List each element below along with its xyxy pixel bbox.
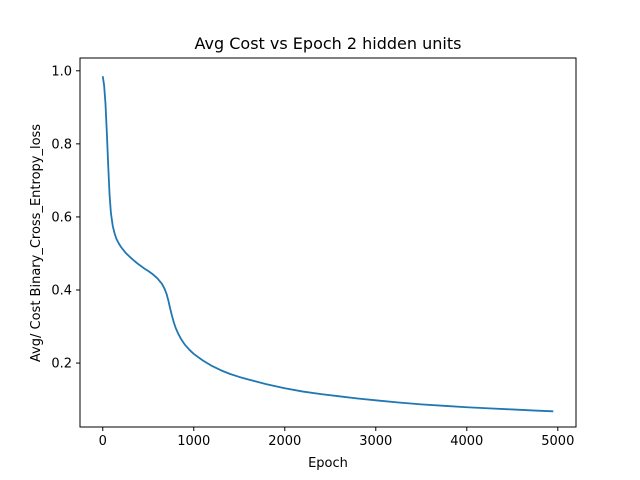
x-tick-label: 3000 xyxy=(359,434,392,449)
plot-frame xyxy=(79,57,577,428)
y-tick-label: 0.2 xyxy=(51,357,72,372)
y-tick-label: 0.4 xyxy=(51,283,72,298)
y-axis-ticks: 0.2 0.4 0.6 0.8 1.0 xyxy=(51,64,80,372)
y-axis-label: Avg/ Cost Binary_Cross_Entropy_loss xyxy=(29,124,44,362)
y-tick-label: 0.8 xyxy=(51,137,72,152)
x-tick-label: 4000 xyxy=(450,434,483,449)
x-tick-label: 0 xyxy=(99,434,107,449)
y-tick-label: 0.6 xyxy=(51,210,72,225)
x-tick-label: 1000 xyxy=(177,434,210,449)
chart-title: Avg Cost vs Epoch 2 hidden units xyxy=(195,34,462,53)
plot-area xyxy=(101,76,554,413)
x-tick-label: 2000 xyxy=(268,434,301,449)
x-tick-label: 5000 xyxy=(541,434,574,449)
y-tick-label: 1.0 xyxy=(51,64,72,79)
x-axis-ticks: 0 1000 2000 3000 4000 5000 xyxy=(99,427,574,449)
series-line-0 xyxy=(101,76,554,413)
x-axis-label: Epoch xyxy=(308,456,348,471)
